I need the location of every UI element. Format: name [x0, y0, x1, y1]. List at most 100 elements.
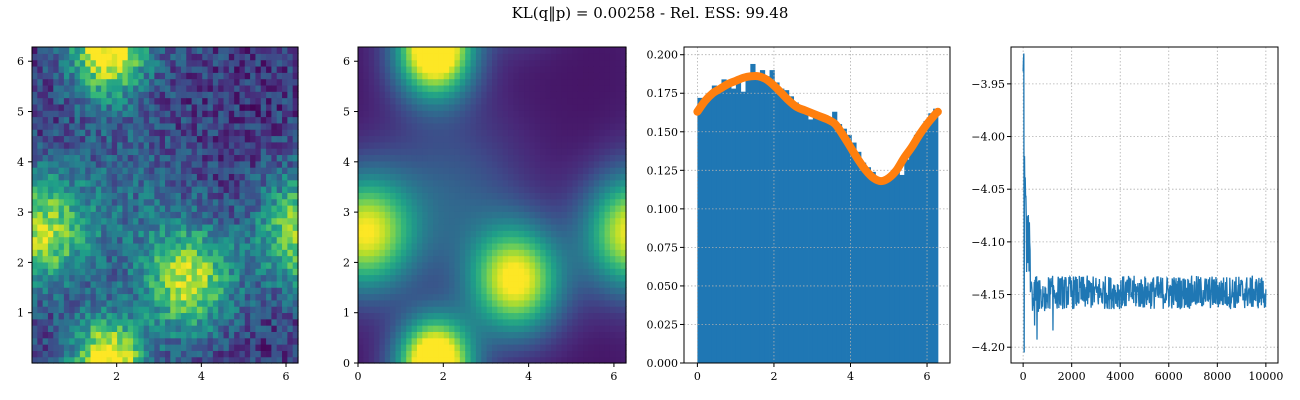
heatmap-cell: [95, 344, 102, 351]
heatmap-cell: [149, 53, 155, 61]
heatmap-cell: [588, 293, 595, 301]
heatmap-cell: [534, 116, 541, 124]
heatmap-cell: [143, 129, 150, 137]
heatmap-cell: [475, 173, 482, 181]
heatmap-cell: [79, 198, 86, 206]
heatmap-cell: [244, 211, 251, 219]
heatmap-cell: [276, 53, 283, 61]
heatmap-cell: [133, 306, 139, 314]
heatmap-cell: [244, 325, 251, 332]
heatmap-cell: [427, 274, 434, 282]
heatmap-cell: [583, 154, 590, 162]
heatmap-cell: [90, 84, 97, 92]
heatmap-cell: [406, 344, 413, 351]
heatmap-cell: [556, 65, 563, 73]
heatmap-cell: [276, 350, 283, 358]
heatmap-cell: [363, 135, 370, 143]
heatmap-cell: [604, 318, 611, 326]
heatmap-cell: [85, 287, 92, 295]
heatmap-cell: [159, 344, 166, 351]
heatmap-cell: [524, 91, 531, 99]
heatmap-cell: [449, 344, 456, 351]
heatmap-cell: [133, 236, 139, 244]
heatmap-cell: [32, 135, 38, 143]
heatmap-cell: [609, 116, 616, 124]
heatmap-cell: [74, 325, 81, 332]
heatmap-cell: [481, 211, 488, 219]
heatmap-cell: [422, 223, 429, 231]
heatmap-cell: [165, 274, 171, 282]
heatmap-cell: [95, 65, 102, 73]
heatmap-cell: [518, 59, 525, 67]
heatmap-cell: [588, 280, 595, 288]
heatmap-cell: [42, 255, 49, 263]
heatmap-cell: [486, 249, 493, 257]
heatmap-cell: [106, 217, 113, 225]
heatmap-cell: [534, 78, 541, 86]
heatmap-cell: [433, 274, 439, 282]
heatmap-cell: [508, 198, 515, 206]
heatmap-cell: [223, 47, 230, 54]
heatmap-cell: [58, 192, 65, 200]
heatmap-cell: [170, 211, 177, 219]
heatmap-cell: [438, 72, 445, 80]
heatmap-cell: [282, 65, 288, 73]
heatmap-cell: [481, 116, 488, 124]
heatmap-cell: [374, 173, 381, 181]
heatmap-cell: [239, 230, 246, 238]
heatmap-cell: [250, 236, 257, 244]
heatmap-cell: [465, 192, 472, 200]
heatmap-cell: [244, 122, 251, 130]
heatmap-cell: [577, 186, 584, 193]
heatmap-cell: [390, 148, 397, 156]
heatmap-cell: [620, 236, 627, 244]
heatmap-cell: [475, 274, 482, 282]
heatmap-cell: [609, 154, 616, 162]
heatmap-cell: [550, 116, 557, 124]
heatmap-cell: [550, 141, 557, 149]
heatmap-cell: [518, 306, 525, 314]
heatmap-cell: [42, 198, 49, 206]
heatmap-cell: [620, 274, 627, 282]
heatmap-cell: [604, 293, 611, 301]
heatmap-cell: [497, 91, 504, 99]
heatmap-cell: [524, 84, 531, 92]
heatmap-cell: [170, 122, 177, 130]
heatmap-cell: [202, 192, 209, 200]
heatmap-cell: [374, 261, 381, 269]
heatmap-cell: [106, 293, 113, 301]
heatmap-cell: [427, 249, 434, 257]
heatmap-cell: [454, 261, 461, 269]
heatmap-cell: [459, 287, 466, 295]
heatmap-cell: [74, 110, 81, 118]
heatmap-cell: [69, 287, 76, 295]
heatmap-cell: [406, 268, 413, 276]
heatmap-cell: [384, 249, 391, 257]
heatmap-cell: [615, 337, 622, 345]
heatmap-cell: [127, 280, 134, 288]
heatmap-cell: [400, 78, 407, 86]
heatmap-cell: [32, 325, 38, 332]
heatmap-cell: [374, 59, 381, 67]
heatmap-cell: [524, 135, 531, 143]
heatmap-cell: [583, 211, 590, 219]
heatmap-cell: [69, 344, 76, 351]
heatmap-cell: [358, 53, 364, 61]
heatmap-cell: [556, 135, 563, 143]
heatmap-cell: [379, 91, 386, 99]
heatmap-cell: [250, 110, 257, 118]
heatmap-cell: [170, 167, 177, 174]
heatmap-cell: [260, 249, 267, 257]
heatmap-cell: [32, 331, 38, 339]
heatmap-cell: [572, 141, 579, 149]
heatmap-cell: [79, 154, 86, 162]
heatmap-cell: [475, 350, 482, 358]
heatmap-cell: [438, 318, 445, 326]
heatmap-cell: [406, 249, 413, 257]
heatmap-cell: [470, 268, 477, 276]
heatmap-cell: [374, 160, 381, 168]
heatmap-cell: [244, 97, 251, 105]
heatmap-cell: [588, 65, 595, 73]
heatmap-cell: [384, 59, 391, 67]
heatmap-cell: [207, 116, 214, 124]
